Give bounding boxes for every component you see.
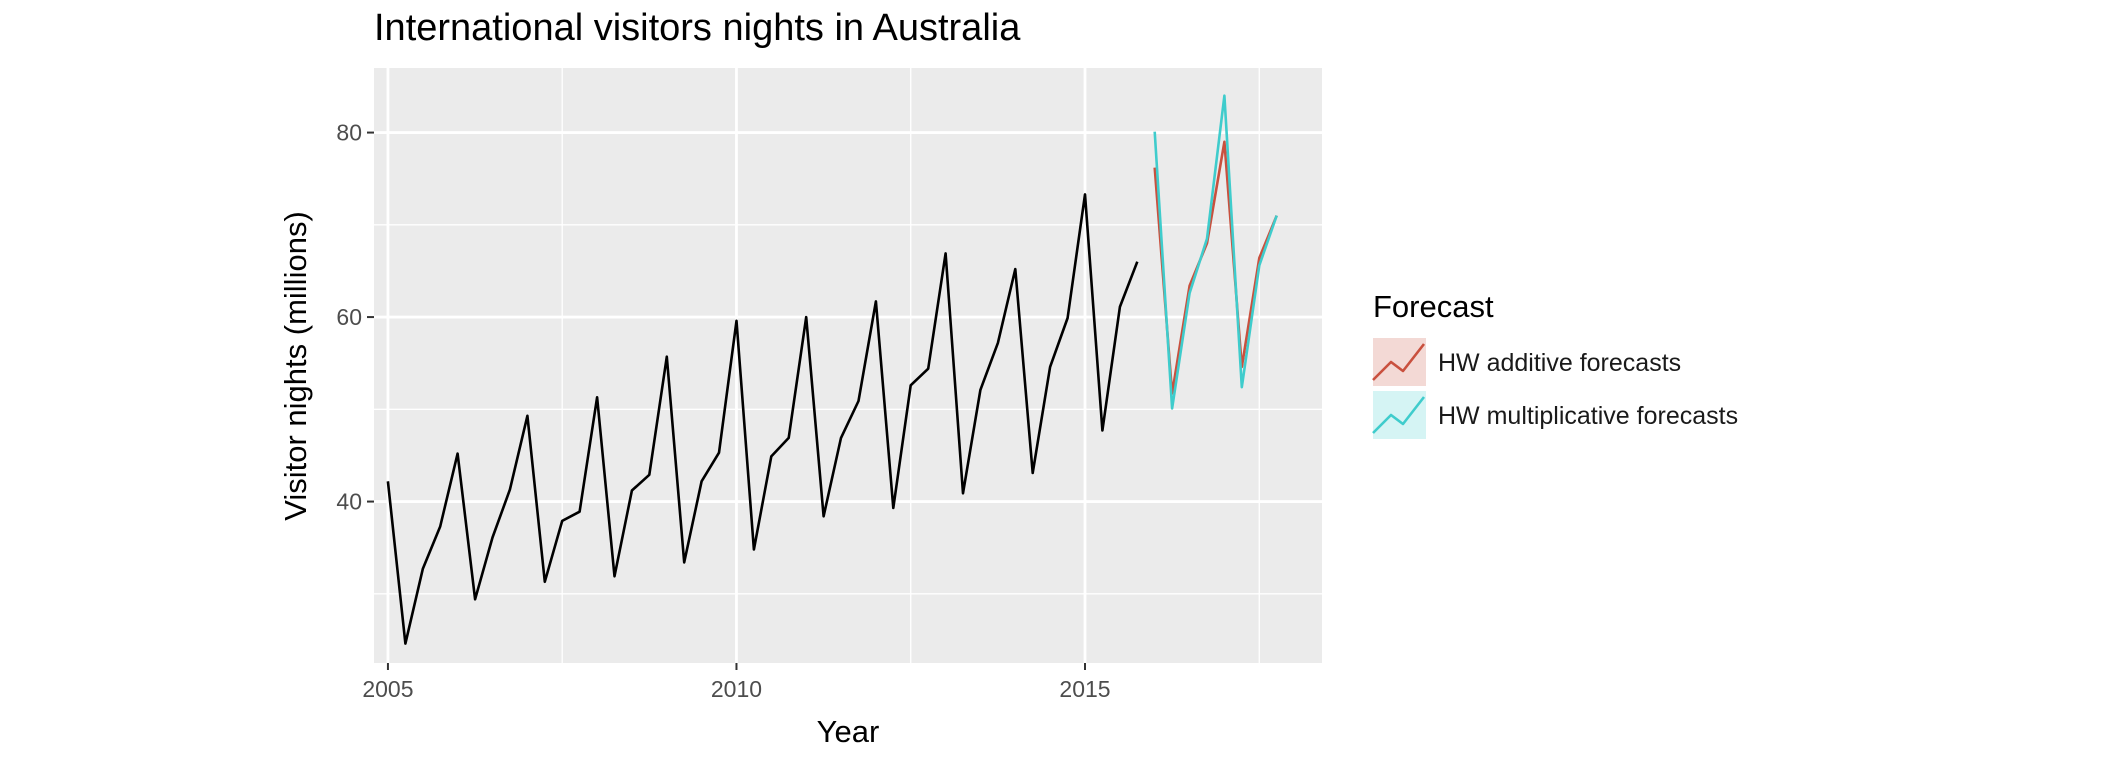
legend-key [1372,338,1426,386]
plot-panel [374,68,1322,663]
x-tick-label: 2005 [362,676,413,702]
legend-key-line-icon [1372,396,1426,434]
y-tick-label: 60 [336,304,362,330]
y-tick-label: 80 [336,120,362,146]
legend-items: HW additive forecasts HW multiplicative f… [1372,338,1738,439]
y-axis-title: Visitor nights (millions) [278,211,313,521]
hw-multiplicative-forecasts-line [1153,94,1278,410]
x-tick-label: 2010 [711,676,762,702]
legend-label: HW multiplicative forecasts [1438,402,1738,430]
legend-key-background [1373,338,1426,386]
legend-key-line-icon [1372,343,1426,381]
legend-key [1372,391,1426,439]
hw-additive-forecasts-line [1153,140,1278,395]
history-series-line [386,193,1139,645]
legend-title: Forecast [1373,289,1494,324]
series-lines [386,94,1278,645]
legend-label: HW additive forecasts [1438,349,1681,377]
x-tick-label: 2015 [1059,676,1110,702]
legend: Forecast HW additive forecasts HW multipl… [1372,289,1738,439]
x-axis-title: Year [817,714,880,749]
chart-title: International visitors nights in Austral… [374,7,1021,49]
legend-key-background [1373,391,1426,439]
y-tick-label: 40 [336,489,362,515]
axes: 2005 2010 2015 40 60 80 [336,120,1110,702]
grid [374,68,1322,663]
